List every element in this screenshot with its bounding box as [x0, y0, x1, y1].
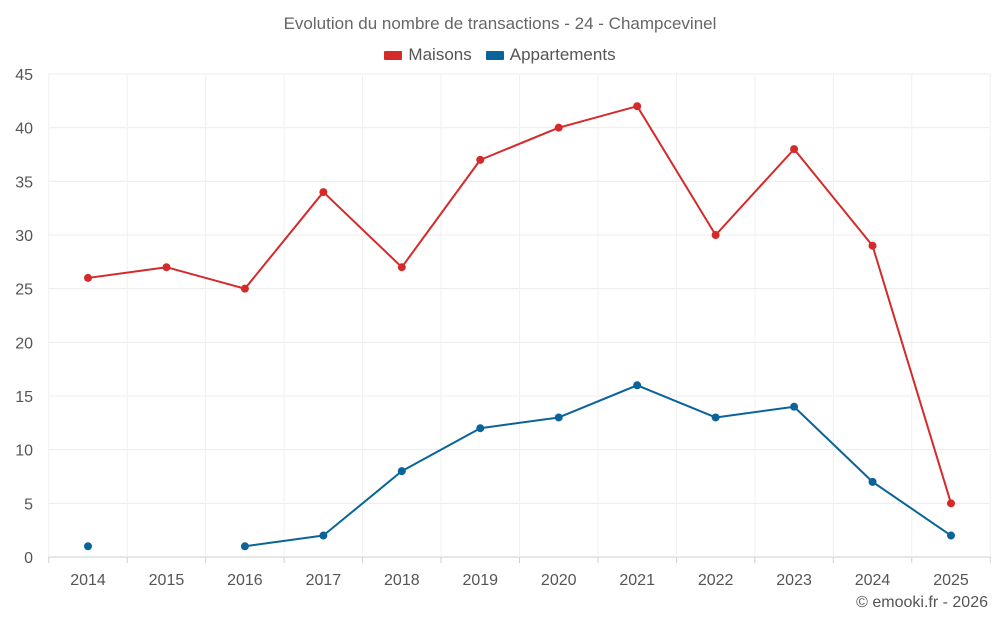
data-point-maisons — [319, 188, 328, 197]
y-tick-label: 20 — [15, 335, 33, 352]
data-point-appartements — [476, 424, 485, 433]
x-tick-label: 2014 — [70, 572, 106, 589]
legend-label-appartements: Appartements — [509, 45, 616, 64]
data-point-appartements — [868, 477, 877, 486]
legend-swatch-maisons — [384, 50, 403, 60]
y-tick-label: 40 — [15, 121, 33, 138]
data-point-appartements — [711, 413, 720, 422]
data-point-maisons — [162, 263, 171, 272]
data-point-maisons — [476, 155, 485, 164]
data-point-appartements — [790, 402, 799, 411]
x-tick-label: 2022 — [698, 572, 734, 589]
data-point-appartements — [84, 542, 92, 551]
y-tick-label: 35 — [15, 174, 33, 191]
chart-title: Evolution du nombre de transactions - 24… — [283, 14, 717, 33]
x-tick-label: 2019 — [462, 572, 498, 589]
data-point-appartements — [397, 467, 406, 476]
data-point-maisons — [790, 145, 799, 154]
y-tick-label: 30 — [15, 228, 33, 245]
x-tick-label: 2016 — [227, 572, 263, 589]
data-point-maisons — [397, 263, 406, 272]
y-tick-label: 45 — [15, 67, 33, 84]
x-tick-label: 2023 — [776, 572, 812, 589]
data-point-maisons — [711, 231, 720, 239]
x-tick-label: 2024 — [855, 572, 891, 589]
data-point-maisons — [240, 284, 249, 293]
x-tick-label: 2021 — [619, 572, 655, 589]
legend-item-appartements[interactable]: Appartements — [485, 45, 616, 65]
x-tick-label: 2015 — [149, 572, 185, 589]
x-tick-label: 2017 — [306, 572, 342, 589]
data-point-appartements — [554, 413, 563, 422]
x-tick-label: 2025 — [933, 572, 969, 589]
legend-label-maisons: Maisons — [408, 45, 472, 64]
y-tick-label: 0 — [24, 550, 33, 567]
credit-text: © emooki.fr - 2026 — [856, 594, 988, 611]
series-line-appartements — [244, 384, 952, 548]
data-point-appartements — [240, 542, 249, 551]
data-point-maisons — [84, 273, 92, 282]
data-point-maisons — [947, 499, 955, 508]
y-tick-label: 25 — [15, 282, 33, 299]
y-tick-label: 5 — [24, 496, 33, 513]
data-point-appartements — [947, 531, 955, 540]
data-point-appartements — [319, 531, 328, 540]
data-point-maisons — [633, 102, 642, 111]
series-line-maisons — [87, 105, 952, 504]
legend-item-maisons[interactable]: Maisons — [384, 45, 472, 65]
y-tick-label: 15 — [15, 389, 33, 406]
data-point-maisons — [868, 241, 877, 250]
y-tick-label: 10 — [15, 443, 33, 460]
data-point-appartements — [633, 381, 642, 390]
legend-swatch-appartements — [485, 50, 504, 60]
x-tick-label: 2018 — [384, 572, 420, 589]
legend: Maisons Appartements — [0, 45, 1000, 65]
data-point-maisons — [554, 123, 563, 132]
x-tick-label: 2020 — [541, 572, 577, 589]
